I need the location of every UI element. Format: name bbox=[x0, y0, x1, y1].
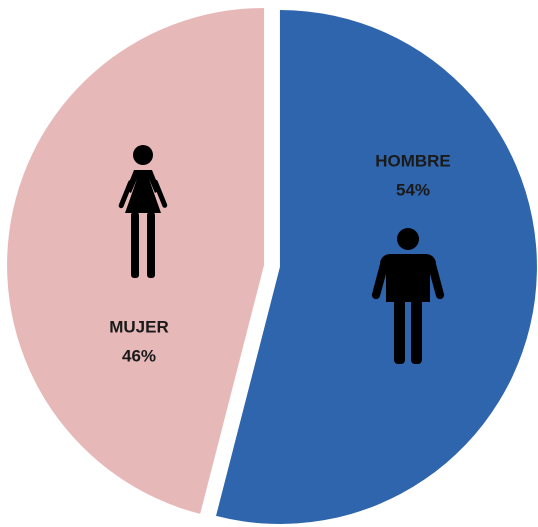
male-icon bbox=[371, 228, 445, 364]
slice-category-label: HOMBRE bbox=[375, 151, 451, 170]
slice-category-label: MUJER bbox=[109, 317, 169, 336]
female-icon bbox=[118, 145, 168, 278]
slice-value-label: 46% bbox=[122, 346, 156, 365]
pie-slice bbox=[216, 10, 537, 525]
slices bbox=[7, 7, 537, 525]
slice-value-label: 54% bbox=[396, 180, 430, 199]
